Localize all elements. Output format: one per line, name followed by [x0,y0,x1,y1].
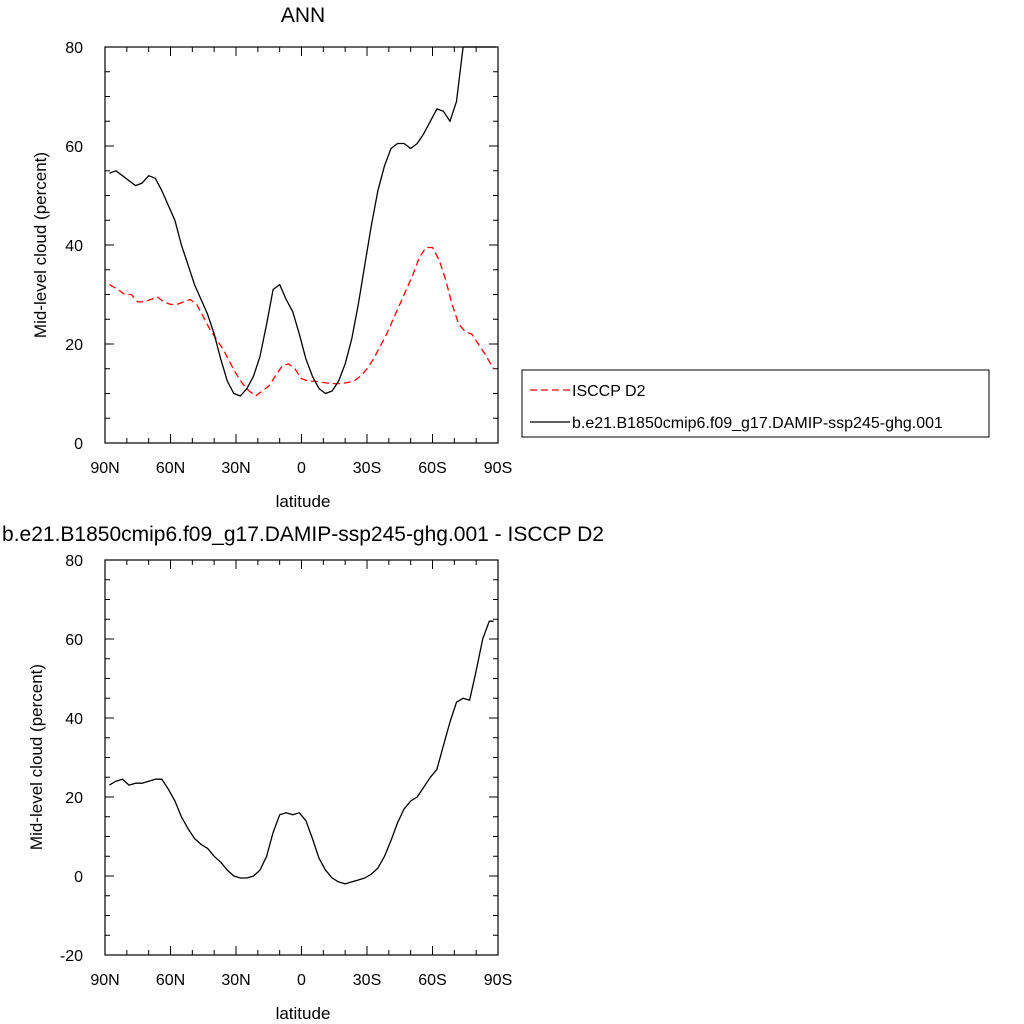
x-tick-label: 0 [297,972,306,989]
x-tick-label: 60N [156,972,185,989]
x-tick-label: 0 [297,460,306,477]
x-tick-label: 90N [90,460,119,477]
bottom-y-axis-label: Mid-level cloud (percent) [27,664,46,850]
x-tick-label: 30N [221,460,250,477]
y-tick-label: 40 [65,711,83,728]
top-series-line-1 [109,46,496,397]
top-chart-title: ANN [281,4,325,27]
top-axis-ticks [104,46,499,444]
y-tick-label: 20 [65,790,83,807]
bottom-panel: b.e21.B1850cmip6.f09_g17.DAMIP-ssp245-gh… [2,523,604,1023]
x-tick-label: 60S [418,460,446,477]
top-plot-frame [104,46,499,444]
y-tick-label: 40 [65,238,83,255]
bottom-chart-title: b.e21.B1850cmip6.f09_g17.DAMIP-ssp245-gh… [2,523,604,546]
legend-label-model: b.e21.B1850cmip6.f09_g17.DAMIP-ssp245-gh… [572,415,943,432]
bottom-plot-frame [104,559,499,956]
x-tick-label: 30N [221,972,250,989]
x-tick-label: 30S [353,460,381,477]
top-x-axis-label: latitude [276,492,331,511]
top-series-line-0 [109,246,495,397]
y-tick-label: 80 [65,553,83,570]
x-tick-label: 60S [418,972,446,989]
bottom-series-lines [109,620,494,885]
x-tick-label: 90S [484,460,512,477]
bottom-axis-ticks [104,559,499,956]
y-tick-label: 80 [65,40,83,57]
top-tick-labels: 90N 60N 30N 0 30S 60S 90S 0 20 40 60 80 [65,40,512,477]
x-tick-label: 90S [484,972,512,989]
y-tick-label: -20 [60,948,83,965]
bottom-tick-labels: 90N 60N 30N 0 30S 60S 90S -20 0 20 40 60 80 [60,553,512,989]
x-tick-label: 60N [156,460,185,477]
top-y-axis-label: Mid-level cloud (percent) [31,152,50,338]
y-tick-label: 0 [74,869,83,886]
top-series-lines [109,46,496,397]
bottom-series-line-0 [109,620,494,885]
legend-box [521,369,990,438]
y-tick-label: 20 [65,337,83,354]
y-tick-label: 60 [65,632,83,649]
y-tick-label: 60 [65,139,83,156]
legend-label-isccp: ISCCP D2 [572,383,646,400]
x-tick-label: 30S [353,972,381,989]
y-tick-label: 0 [74,436,83,453]
top-panel: ANN Mid-level cloud (percent) latitude 9… [31,4,512,511]
legend: ISCCP D2 b.e21.B1850cmip6.f09_g17.DAMIP-… [521,369,990,438]
x-tick-label: 90N [90,972,119,989]
bottom-x-axis-label: latitude [276,1004,331,1023]
